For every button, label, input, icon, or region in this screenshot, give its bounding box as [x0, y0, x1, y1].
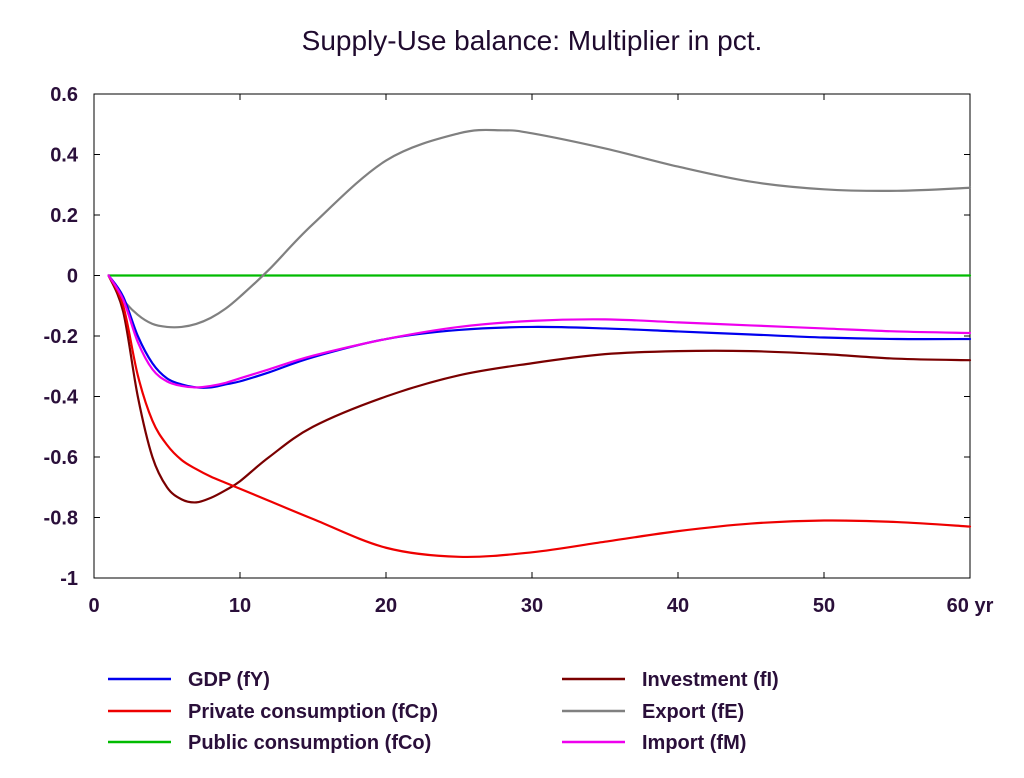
- legend-label: Public consumption (fCo): [188, 732, 431, 754]
- plot-frame: [93, 93, 971, 579]
- x-tick-label: 50: [813, 595, 835, 617]
- x-tick-label: 20: [375, 595, 397, 617]
- y-tick-label: -0.6: [44, 447, 78, 469]
- x-tick-label: 40: [667, 595, 689, 617]
- legend-label: Investment (fI): [642, 669, 779, 691]
- y-tick-label: -0.8: [44, 508, 78, 530]
- legend-label: GDP (fY): [188, 669, 270, 691]
- x-tick-label: 0: [88, 595, 99, 617]
- legend-label: Import (fM): [642, 732, 746, 754]
- y-tick-label: 0.2: [50, 205, 78, 227]
- series-line-private-consumption-fcp: [107, 274, 972, 559]
- x-tick-label: 30: [521, 595, 543, 617]
- chart-title: Supply-Use balance: Multiplier in pct.: [302, 25, 763, 56]
- legend-label: Export (fE): [642, 701, 744, 723]
- x-axis: 0 10 20 30 40 50 60 yr: [88, 94, 994, 617]
- y-tick-label: 0.6: [50, 84, 78, 106]
- series-line-gdp-fy: [107, 274, 972, 389]
- y-tick-label: -0.4: [44, 387, 79, 409]
- y-tick-label: 0: [67, 266, 78, 288]
- series-lines: [107, 128, 972, 559]
- legend: GDP (fY) Private consumption (fCp) Public …: [108, 669, 779, 754]
- y-tick-label: 0.4: [50, 145, 79, 167]
- y-tick-label: -0.2: [44, 326, 78, 348]
- legend-label: Private consumption (fCp): [188, 701, 438, 723]
- x-tick-label: 10: [229, 595, 251, 617]
- y-axis: 0.6 0.4 0.2 0 -0.2 -0.4 -0.6 -0.8 -1: [44, 84, 970, 590]
- y-tick-label: -1: [60, 568, 78, 590]
- series-line-investment-fi: [107, 274, 972, 504]
- series-line-import-fm: [107, 274, 972, 389]
- series-line-export-fe: [107, 128, 972, 329]
- x-tick-label: 60 yr: [947, 595, 994, 617]
